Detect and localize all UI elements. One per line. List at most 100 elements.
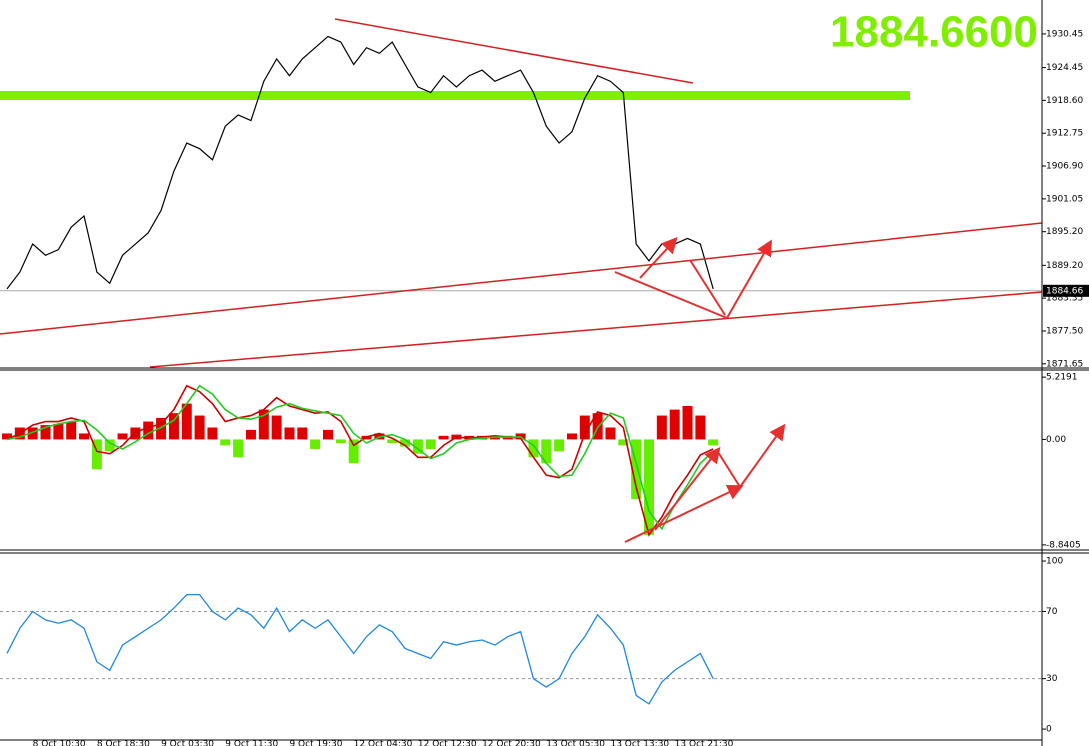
- histogram-bar: [708, 439, 719, 446]
- histogram-bar: [91, 439, 102, 470]
- arrow: [689, 259, 726, 316]
- x-tick-label: 9 Oct 11:30: [225, 740, 278, 746]
- histogram-bar: [541, 439, 552, 464]
- trendline: [334, 18, 694, 84]
- histogram-bar: [438, 435, 449, 440]
- histogram-bar: [669, 409, 680, 440]
- y-tick-label: 70: [1046, 607, 1058, 617]
- y-tick-label: 0.00: [1046, 435, 1066, 445]
- y-tick-label: 0: [1046, 725, 1052, 735]
- y-tick-label: 1877.50: [1046, 326, 1083, 336]
- y-tick-label: 30: [1046, 674, 1058, 684]
- arrow: [614, 271, 728, 319]
- histogram-bar: [245, 429, 256, 440]
- arrow: [639, 237, 678, 279]
- series-line: [6, 594, 714, 705]
- series-line: [6, 384, 714, 537]
- y-tick-label: 1930.45: [1046, 29, 1083, 39]
- histogram-bar: [271, 415, 282, 440]
- drawings: [0, 18, 1043, 368]
- histogram-bar: [233, 439, 244, 458]
- histogram-bar: [143, 421, 154, 440]
- data-layer: 1930.45 1924.45 1918.60 1912.75 1906.90 1901.…: [0, 29, 1089, 746]
- arrow: [654, 446, 721, 531]
- y-tick-label: 1906.90: [1046, 162, 1083, 172]
- histogram-bar: [323, 429, 333, 440]
- support-zone: [0, 91, 910, 100]
- x-tick-label: 13 Oct 05:30: [546, 740, 605, 746]
- arrows: [614, 237, 786, 543]
- histogram-bar: [79, 433, 90, 440]
- histogram-bar: [566, 433, 577, 440]
- histogram-bar: [579, 415, 590, 440]
- x-tick-label: 12 Oct 12:30: [418, 740, 477, 746]
- histogram-bar: [605, 427, 616, 440]
- x-tick-label: 13 Oct 13:30: [610, 740, 669, 746]
- x-tick-label: 12 Oct 04:30: [354, 740, 413, 746]
- histogram-bar: [104, 439, 115, 452]
- histogram-bar: [207, 427, 218, 440]
- histogram-bar: [528, 439, 539, 458]
- last-price-label: 1884.66: [1046, 286, 1083, 296]
- histogram-bar: [297, 427, 308, 440]
- histogram-bar: [618, 439, 629, 446]
- histogram-bar: [310, 439, 321, 449]
- y-tick-label: -8.8405: [1046, 540, 1081, 550]
- histogram-bar: [425, 439, 436, 449]
- y-tick-label: 1912.75: [1046, 129, 1083, 139]
- arrow: [624, 484, 744, 543]
- series-line: [6, 35, 714, 290]
- histogram-bar: [258, 409, 269, 440]
- histogram-bar: [168, 413, 179, 440]
- histogram-bar: [40, 425, 51, 440]
- histogram-bar: [695, 415, 706, 440]
- x-tick-label: 8 Oct 10:30: [33, 740, 86, 746]
- arrow: [717, 451, 741, 488]
- histogram-bar: [284, 427, 295, 440]
- x-tick-label: 8 Oct 18:30: [97, 740, 150, 746]
- histogram-bar: [335, 439, 346, 444]
- histogram-bar: [682, 406, 693, 440]
- y-tick-label: 5.2191: [1046, 373, 1078, 383]
- x-tick-label: 9 Oct 03:30: [161, 740, 214, 746]
- channel-line: [0, 222, 1043, 335]
- x-tick-label: 13 Oct 21:30: [675, 740, 734, 746]
- histogram-bar: [644, 439, 654, 535]
- y-tick-label: 1889.20: [1046, 261, 1083, 271]
- y-tick-label: 1901.05: [1046, 194, 1083, 204]
- histogram-bar: [387, 439, 398, 444]
- histogram-bar: [181, 403, 192, 440]
- histogram-bar: [117, 433, 128, 440]
- histogram-bar: [631, 439, 642, 500]
- arrow: [726, 239, 772, 319]
- histogram-bar: [554, 439, 565, 452]
- histogram-bar: [400, 439, 411, 447]
- series-line: [6, 384, 714, 531]
- x-tick-label: 9 Oct 19:30: [289, 740, 342, 746]
- y-tick-label: 1918.60: [1046, 96, 1083, 106]
- histogram-bar: [156, 417, 167, 440]
- histogram-bar: [348, 439, 359, 464]
- price-display: 1884.6600: [830, 8, 1038, 57]
- arrow: [739, 423, 786, 488]
- y-tick-label: 1924.45: [1046, 63, 1083, 73]
- y-tick-label: 1895.20: [1046, 227, 1083, 237]
- x-tick-label: 12 Oct 20:30: [482, 740, 541, 746]
- histogram-bar: [130, 427, 141, 440]
- histogram-bar: [27, 427, 38, 440]
- last-price-marker: [1043, 284, 1089, 297]
- channel-line: [149, 291, 1043, 368]
- histogram-bar: [412, 439, 423, 454]
- histogram-bar: [220, 439, 231, 446]
- histogram-bar: [2, 433, 12, 440]
- y-tick-label: 1871.65: [1046, 359, 1083, 369]
- histogram-bar: [53, 423, 64, 440]
- histogram-bar: [66, 421, 77, 440]
- histogram-bar: [656, 415, 667, 440]
- y-tick-label: 100: [1046, 557, 1063, 567]
- histogram-bar: [194, 415, 205, 440]
